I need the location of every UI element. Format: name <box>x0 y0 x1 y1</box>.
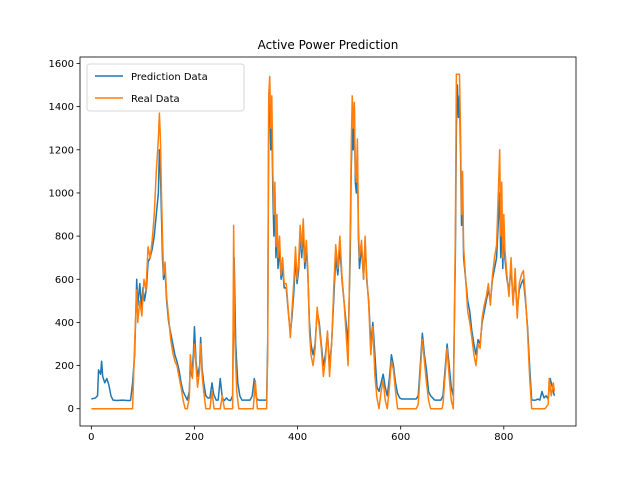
y-tick-label: 400 <box>55 318 74 329</box>
x-tick-label: 400 <box>288 432 307 443</box>
x-tick-label: 200 <box>185 432 204 443</box>
series-line-real-data <box>91 73 556 410</box>
legend-label: Prediction Data <box>131 72 208 83</box>
plot-area <box>91 73 556 410</box>
y-tick-label: 600 <box>55 275 74 286</box>
y-tick-label: 1600 <box>49 59 74 70</box>
legend-box <box>86 63 245 112</box>
y-tick-label: 1000 <box>49 188 74 199</box>
x-tick-label: 600 <box>391 432 410 443</box>
y-tick-label: 800 <box>55 232 74 243</box>
y-tick-label: 1400 <box>49 102 74 113</box>
chart-title: Active Power Prediction <box>258 38 399 52</box>
y-tick-label: 200 <box>55 361 74 372</box>
axes-frame <box>79 56 577 427</box>
legend-label: Real Data <box>131 94 180 105</box>
y-tick-label: 1200 <box>49 145 74 156</box>
legend: Prediction Data Real Data <box>86 63 245 112</box>
x-tick-label: 800 <box>494 432 513 443</box>
x-tick-label: 0 <box>88 432 94 443</box>
y-tick-label: 0 <box>68 404 74 415</box>
axes: 0 200 400 600 800 0 200 400 600 800 1000 1200 1400 16… <box>49 56 577 443</box>
